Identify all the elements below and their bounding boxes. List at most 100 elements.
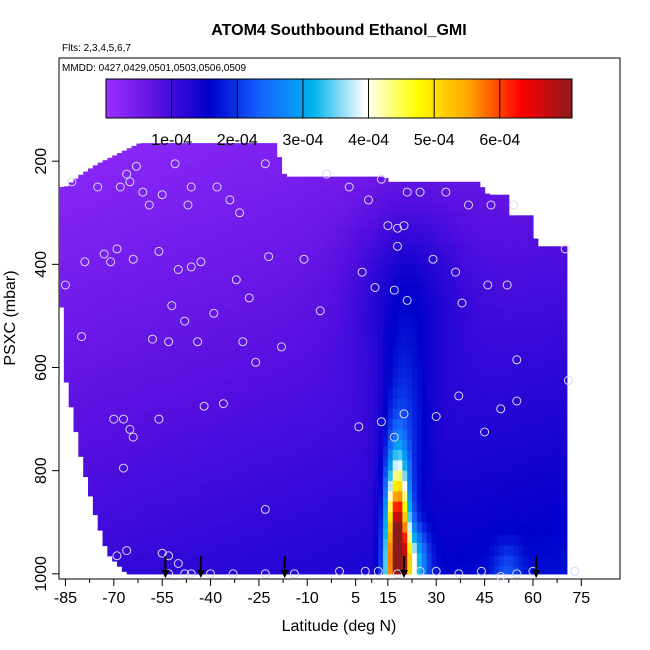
heatmap-cell bbox=[184, 235, 191, 247]
heatmap-cell bbox=[499, 277, 505, 289]
heatmap-cell bbox=[315, 331, 321, 343]
heatmap-cell bbox=[291, 248, 297, 260]
heatmap-cell bbox=[126, 437, 133, 449]
heatmap-cell bbox=[339, 568, 345, 575]
heatmap-cell bbox=[557, 411, 563, 423]
heatmap-cell bbox=[184, 545, 191, 557]
heatmap-cell bbox=[324, 331, 331, 343]
heatmap-cell bbox=[208, 287, 215, 299]
heatmap-cell bbox=[402, 480, 408, 492]
heatmap-cell bbox=[136, 556, 142, 568]
heatmap-cell bbox=[305, 558, 312, 570]
heatmap-cell bbox=[407, 553, 413, 565]
heatmap-cell bbox=[247, 349, 254, 361]
heatmap-cell bbox=[281, 380, 287, 392]
heatmap-cell bbox=[107, 230, 113, 241]
heatmap-cell bbox=[513, 225, 520, 237]
heatmap-cell bbox=[170, 442, 176, 454]
heatmap-cell bbox=[528, 504, 534, 516]
heatmap-cell bbox=[315, 537, 321, 549]
heatmap-cell bbox=[363, 413, 370, 425]
heatmap-cell bbox=[78, 267, 84, 279]
heatmap-cell bbox=[199, 287, 205, 299]
heatmap-cell bbox=[334, 290, 341, 302]
heatmap-cell bbox=[378, 207, 384, 219]
heatmap-cell bbox=[276, 239, 283, 251]
heatmap-cell bbox=[537, 318, 544, 330]
heatmap-cell bbox=[257, 174, 263, 185]
heatmap-cell bbox=[223, 174, 229, 185]
heatmap-cell bbox=[112, 413, 118, 425]
heatmap-cell bbox=[146, 266, 152, 278]
heatmap-cell bbox=[141, 514, 147, 526]
heatmap-cell bbox=[179, 215, 186, 227]
heatmap-cell bbox=[92, 299, 99, 311]
heatmap-cell bbox=[88, 219, 94, 231]
heatmap-cell bbox=[470, 460, 476, 472]
heatmap-cell bbox=[295, 393, 302, 405]
heatmap-cell bbox=[407, 181, 413, 193]
heatmap-cell bbox=[537, 421, 544, 433]
heatmap-cell bbox=[247, 401, 254, 412]
heatmap-cell bbox=[150, 205, 157, 216]
heatmap-cell bbox=[194, 545, 200, 557]
heatmap-cell bbox=[146, 380, 152, 392]
heatmap-cell bbox=[392, 480, 399, 492]
heatmap-cell bbox=[97, 379, 104, 391]
heatmap-cell bbox=[416, 563, 423, 575]
heatmap-cell bbox=[276, 218, 283, 230]
heatmap-cell bbox=[528, 442, 534, 454]
heatmap-cell bbox=[324, 455, 331, 467]
heatmap-cell bbox=[349, 434, 355, 446]
heatmap-cell bbox=[329, 424, 336, 436]
heatmap-cell bbox=[397, 233, 403, 245]
heatmap-cell bbox=[552, 545, 558, 557]
heatmap-cell bbox=[450, 460, 457, 472]
heatmap-cell bbox=[412, 223, 418, 234]
heatmap-cell bbox=[508, 411, 515, 423]
heatmap-cell bbox=[397, 419, 403, 431]
heatmap-cell bbox=[112, 341, 118, 353]
heatmap-cell bbox=[102, 480, 108, 491]
heatmap-cell bbox=[199, 225, 205, 237]
heatmap-cell bbox=[320, 413, 326, 425]
heatmap-cell bbox=[484, 307, 491, 319]
heatmap-cell bbox=[378, 331, 384, 343]
heatmap-cell bbox=[537, 442, 544, 454]
colorbar-tick-label: 2e-04 bbox=[217, 132, 258, 149]
heatmap-cell bbox=[204, 246, 210, 258]
heatmap-cell bbox=[237, 566, 244, 575]
heatmap-cell bbox=[407, 315, 413, 327]
heatmap-cell bbox=[295, 444, 302, 456]
heatmap-cell bbox=[358, 279, 365, 291]
heatmap-cell bbox=[320, 362, 326, 374]
heatmap-cell bbox=[479, 548, 486, 560]
heatmap-cell bbox=[349, 517, 355, 529]
heatmap-cell bbox=[194, 277, 200, 289]
heatmap-cell bbox=[349, 310, 355, 322]
heatmap-cell bbox=[378, 496, 384, 508]
heatmap-cell bbox=[150, 256, 157, 268]
heatmap-cell bbox=[557, 308, 563, 320]
heatmap-cell bbox=[179, 545, 186, 557]
heatmap-cell bbox=[363, 393, 370, 405]
heatmap-cell bbox=[329, 362, 336, 374]
heatmap-cell bbox=[479, 537, 486, 549]
heatmap-cell bbox=[155, 359, 162, 371]
heatmap-cell bbox=[204, 411, 210, 423]
heatmap-cell bbox=[518, 328, 524, 340]
heatmap-cell bbox=[136, 535, 142, 547]
heatmap-cell bbox=[242, 235, 249, 247]
heatmap-cell bbox=[179, 390, 186, 402]
heatmap-cell bbox=[339, 321, 345, 332]
heatmap-cell bbox=[213, 339, 220, 351]
heatmap-cell bbox=[354, 382, 360, 394]
heatmap-cell bbox=[416, 480, 423, 492]
heatmap-cell bbox=[150, 390, 157, 402]
heatmap-cell bbox=[262, 184, 268, 196]
heatmap-cell bbox=[450, 501, 457, 513]
heatmap-cell bbox=[170, 287, 176, 299]
heatmap-cell bbox=[237, 390, 244, 402]
heatmap-cell bbox=[305, 176, 312, 188]
heatmap-cell bbox=[247, 473, 254, 485]
